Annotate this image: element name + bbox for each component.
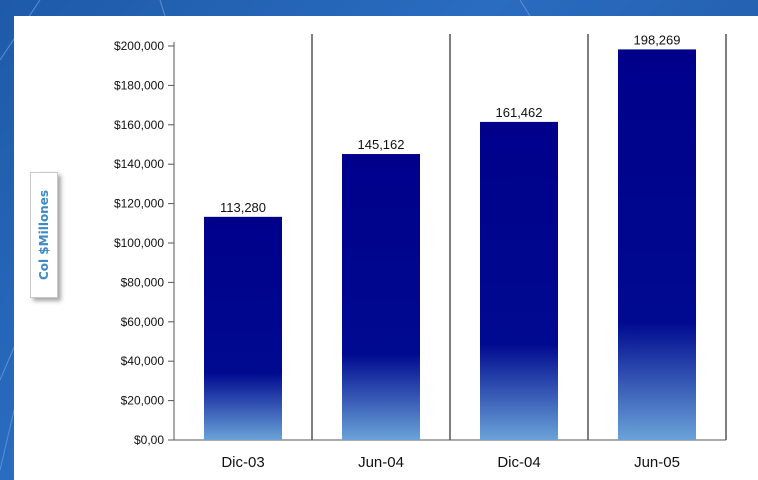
bar-value-label: 161,462 — [496, 105, 543, 120]
bar — [342, 154, 420, 440]
x-category-label: Dic-03 — [221, 454, 264, 471]
bar-value-label: 113,280 — [220, 200, 266, 215]
y-tick-label: $180,000 — [114, 78, 164, 92]
bar — [480, 121, 558, 440]
bar-value-label: 145,162 — [358, 137, 405, 152]
x-category-label: Jun-05 — [634, 454, 680, 471]
bar-value-label: 198,269 — [634, 32, 681, 47]
y-axis-label-box: Col $Millones — [30, 172, 58, 298]
y-tick-label: $120,000 — [114, 197, 164, 211]
y-tick-label: $40,000 — [121, 354, 165, 368]
y-tick-label: $0,00 — [134, 433, 164, 447]
y-tick-label: $100,000 — [114, 236, 164, 250]
bar — [204, 216, 282, 440]
bar — [618, 49, 696, 441]
y-tick-label: $140,000 — [114, 157, 164, 171]
y-tick-label: $200,000 — [114, 39, 164, 53]
y-tick-label: $160,000 — [114, 118, 164, 132]
y-tick-label: $80,000 — [121, 275, 165, 289]
x-category-label: Jun-04 — [358, 454, 404, 471]
y-axis-label: Col $Millones — [37, 189, 51, 281]
y-tick-label: $20,000 — [121, 394, 165, 408]
y-tick-label: $60,000 — [121, 315, 165, 329]
x-category-label: Dic-04 — [497, 454, 540, 471]
